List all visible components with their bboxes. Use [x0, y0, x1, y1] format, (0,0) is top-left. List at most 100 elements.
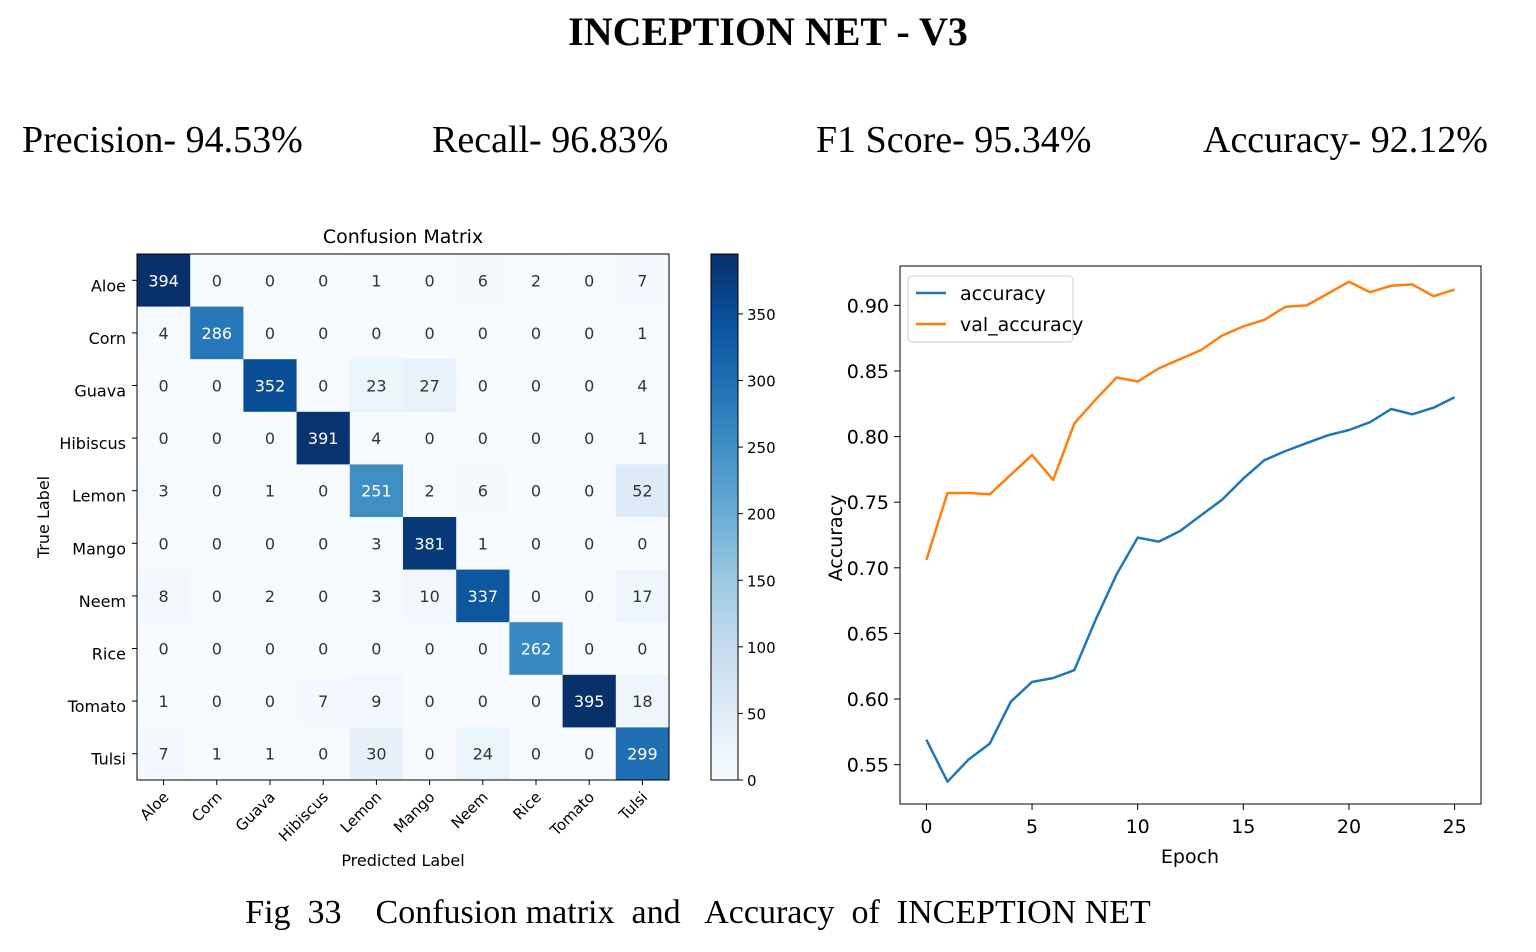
cm-value-guava-corn: 0 [212, 377, 222, 396]
x-tick-label-mango: Mango [390, 788, 438, 836]
cm-value-rice-guava: 0 [265, 640, 275, 659]
cm-value-hibiscus-tulsi: 1 [637, 429, 647, 448]
series-line-accuracy [925, 396, 1456, 783]
cm-value-mango-corn: 0 [212, 534, 222, 553]
y-tick-label-0.55: 0.55 [847, 755, 889, 777]
cm-cell-aloe-rice [509, 254, 564, 308]
y-tick-label-corn: Corn [89, 329, 126, 348]
legend-box [907, 275, 1074, 343]
cm-value-aloe-tomato: 0 [584, 271, 594, 290]
colorbar-tick-label-100: 100 [747, 639, 776, 657]
cm-value-lemon-neem: 6 [478, 482, 488, 501]
cm-value-neem-corn: 0 [212, 587, 222, 606]
cm-cell-guava-neem [456, 359, 510, 413]
confusion-matrix-frame [136, 253, 670, 781]
x-tick-label-0: 0 [920, 816, 932, 838]
cm-value-hibiscus-lemon: 4 [371, 429, 381, 448]
x-tick-label-neem: Neem [448, 788, 492, 832]
cm-cell-aloe-lemon [349, 254, 404, 308]
cm-cell-tulsi-guava [243, 727, 298, 781]
colorbar-tick-label-200: 200 [747, 506, 776, 524]
cm-cell-lemon-rice [509, 464, 564, 518]
cm-cell-hibiscus-lemon [349, 411, 404, 465]
cm-cell-hibiscus-aloe [137, 411, 191, 465]
cm-cell-aloe-hibiscus [296, 254, 351, 308]
cm-value-tomato-tomato: 395 [574, 692, 605, 711]
cm-value-guava-tomato: 0 [584, 377, 594, 396]
cm-value-corn-tulsi: 1 [637, 324, 647, 343]
figure-caption: Fig 33 Confusion matrix and Accuracy of … [245, 894, 1151, 931]
cm-cell-rice-tomato [562, 622, 617, 676]
x-tick-label-10: 10 [1126, 816, 1150, 838]
cm-value-mango-lemon: 3 [371, 534, 381, 553]
cm-value-corn-rice: 0 [531, 324, 541, 343]
cm-value-aloe-corn: 0 [212, 271, 222, 290]
cm-cell-mango-corn [190, 517, 244, 571]
cm-cell-rice-tulsi [615, 622, 670, 676]
y-tick-label-aloe: Aloe [91, 276, 126, 295]
cm-value-rice-hibiscus: 0 [318, 640, 328, 659]
cm-cell-mango-aloe [137, 517, 191, 571]
cm-value-tulsi-rice: 0 [531, 745, 541, 764]
cm-cell-aloe-guava [243, 254, 298, 308]
accuracy-line-chart: 0 5 10 15 20 25 0.55 0.60 0.65 0.70 0.75 0.80 0.85 0… [825, 265, 1482, 868]
cm-value-lemon-rice: 0 [531, 482, 541, 501]
cm-cell-rice-hibiscus [296, 622, 351, 676]
colorbar-tick-label-250: 250 [747, 439, 776, 457]
cm-cell-corn-tulsi [615, 306, 670, 360]
cm-cell-lemon-tulsi [615, 464, 670, 518]
cm-value-corn-aloe: 4 [159, 324, 169, 343]
cm-cell-corn-neem [456, 306, 510, 360]
cm-value-tomato-guava: 0 [265, 692, 275, 711]
cm-value-hibiscus-guava: 0 [265, 429, 275, 448]
cm-cell-lemon-tomato [562, 464, 617, 518]
accuracy-metric: Accuracy- 92.12% [1203, 119, 1488, 161]
cm-cell-tulsi-hibiscus [296, 727, 351, 781]
cm-value-aloe-tulsi: 7 [637, 271, 647, 290]
cm-cell-aloe-corn [190, 254, 244, 308]
cm-cell-mango-neem [456, 517, 510, 571]
cm-cell-guava-aloe [137, 359, 191, 413]
cm-cell-neem-tomato [562, 569, 617, 623]
cm-value-corn-mango: 0 [425, 324, 435, 343]
x-axis-label: Predicted Label [341, 851, 464, 870]
cm-value-hibiscus-tomato: 0 [584, 429, 594, 448]
cm-cell-rice-guava [243, 622, 298, 676]
cm-value-tomato-lemon: 9 [371, 692, 381, 711]
cm-value-lemon-aloe: 3 [159, 482, 169, 501]
cm-value-neem-lemon: 3 [371, 587, 381, 606]
cm-value-neem-rice: 0 [531, 587, 541, 606]
cm-cell-aloe-mango [403, 254, 457, 308]
colorbar [710, 253, 739, 781]
f1-score-metric: F1 Score- 95.34% [816, 119, 1092, 161]
cm-cell-guava-tulsi [615, 359, 670, 413]
cm-value-tulsi-neem: 24 [473, 745, 493, 764]
cm-value-lemon-tulsi: 52 [632, 482, 652, 501]
y-tick-label-0.75: 0.75 [847, 492, 889, 514]
cm-cell-tulsi-mango [403, 727, 457, 781]
cm-value-tulsi-corn: 1 [212, 745, 222, 764]
cm-cell-guava-rice [509, 359, 564, 413]
cm-value-tomato-rice: 0 [531, 692, 541, 711]
cm-cell-corn-aloe [137, 306, 191, 360]
y-tick-label-0.65: 0.65 [847, 623, 889, 645]
cm-value-rice-aloe: 0 [159, 640, 169, 659]
cm-value-rice-mango: 0 [425, 640, 435, 659]
recall-metric: Recall- 96.83% [432, 119, 669, 161]
x-tick-label-lemon: Lemon [337, 788, 386, 837]
cm-cell-neem-tulsi [615, 569, 670, 623]
x-tick-label-corn: Corn [188, 788, 226, 826]
legend-accuracy-label: accuracy [960, 283, 1046, 305]
cm-value-corn-tomato: 0 [584, 324, 594, 343]
cm-cell-tomato-mango [403, 674, 457, 728]
cm-value-corn-hibiscus: 0 [318, 324, 328, 343]
cm-value-lemon-guava: 1 [265, 482, 275, 501]
cm-value-guava-neem: 0 [478, 377, 488, 396]
cm-value-rice-neem: 0 [478, 640, 488, 659]
cm-cell-hibiscus-tomato [562, 411, 617, 465]
cm-value-neem-tulsi: 17 [632, 587, 652, 606]
x-axis-label: Epoch [1161, 846, 1219, 868]
cm-value-guava-mango: 27 [419, 377, 439, 396]
x-tick-label-rice: Rice [509, 788, 544, 823]
page-title: INCEPTION NET - V3 [568, 9, 968, 54]
